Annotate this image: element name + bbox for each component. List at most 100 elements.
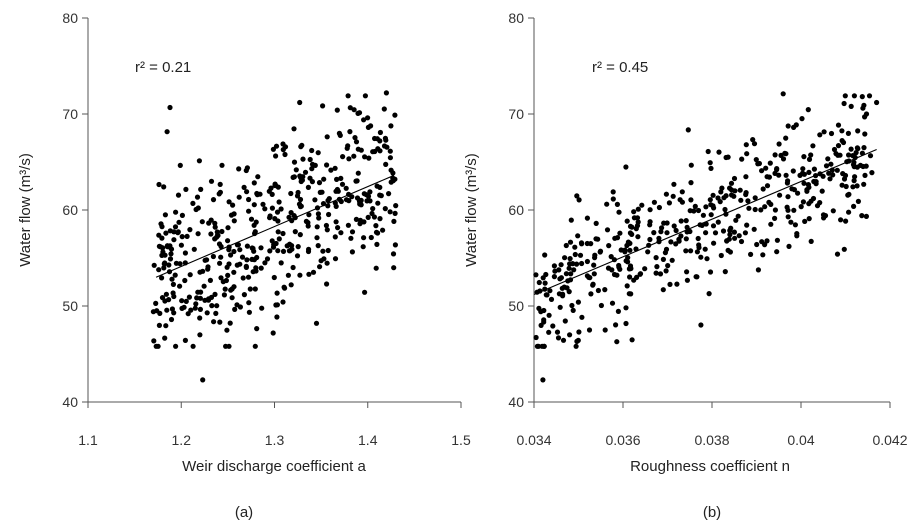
data-point [725, 247, 731, 253]
data-point [692, 203, 698, 209]
data-point [156, 267, 162, 273]
data-point [361, 191, 367, 197]
data-point [651, 199, 658, 205]
data-point [278, 260, 284, 266]
data-point [297, 232, 303, 238]
data-point [835, 122, 842, 128]
data-point [309, 147, 315, 154]
data-point [758, 207, 764, 213]
data-point [270, 330, 276, 336]
data-point [710, 203, 716, 209]
data-point [850, 184, 856, 190]
data-point [168, 251, 174, 257]
r-squared-label-a: r² = 0.21 [135, 59, 191, 76]
data-point [748, 251, 754, 257]
data-point [717, 199, 723, 205]
data-point [542, 280, 548, 286]
data-point [551, 263, 558, 269]
data-point [866, 93, 873, 99]
data-point [326, 211, 332, 218]
data-point [684, 269, 690, 275]
data-point [742, 230, 749, 236]
data-point [191, 246, 197, 252]
data-point [393, 203, 399, 209]
data-point [212, 291, 218, 297]
data-point [557, 304, 563, 310]
data-points-a [150, 90, 399, 383]
data-point [183, 298, 189, 304]
data-point [315, 243, 321, 249]
data-point [869, 170, 875, 176]
data-point [772, 215, 778, 221]
data-point [273, 302, 279, 308]
data-point [380, 227, 386, 233]
data-point [735, 213, 741, 219]
data-point [347, 129, 353, 135]
data-point [588, 241, 594, 247]
data-point [623, 320, 629, 327]
data-point [598, 302, 605, 309]
data-point [344, 145, 350, 151]
data-point [558, 262, 564, 268]
data-point [374, 136, 380, 142]
data-point [156, 243, 162, 249]
y-tick-label: 50 [508, 298, 524, 314]
data-point [743, 142, 749, 148]
data-point [743, 174, 749, 180]
data-point [183, 186, 189, 192]
data-point [624, 283, 630, 289]
data-point [204, 257, 210, 263]
data-point [354, 195, 361, 201]
data-point [615, 308, 622, 314]
data-point [555, 335, 562, 341]
data-point [584, 258, 591, 265]
data-point [842, 93, 848, 99]
data-point [584, 215, 591, 221]
data-point [669, 257, 675, 263]
data-point [236, 194, 242, 200]
data-point [290, 264, 296, 271]
data-point [563, 271, 570, 277]
data-point [163, 291, 169, 297]
data-point [634, 274, 640, 280]
data-point [253, 268, 259, 274]
data-point [554, 329, 561, 335]
data-point [838, 217, 844, 223]
fit-line-b [533, 149, 877, 295]
data-point [161, 261, 167, 267]
data-point [274, 290, 280, 296]
data-point [716, 149, 722, 155]
data-point [764, 183, 771, 189]
data-point [196, 158, 202, 164]
data-point [653, 255, 659, 261]
data-point [286, 214, 292, 220]
data-point [628, 291, 634, 297]
data-point [374, 241, 380, 247]
data-point [170, 290, 176, 296]
data-point [296, 201, 303, 207]
data-point [863, 111, 870, 117]
data-point [687, 228, 693, 235]
y-axis-label-a: Water flow (m³/s) [17, 153, 34, 267]
data-point [736, 233, 742, 239]
data-point [783, 172, 789, 178]
data-point [366, 155, 372, 161]
data-point [788, 219, 794, 225]
data-point [567, 256, 573, 262]
data-point [708, 212, 714, 218]
data-point [392, 176, 398, 182]
data-point [610, 189, 616, 195]
data-point [544, 292, 550, 298]
data-point [162, 298, 168, 304]
data-point [744, 151, 750, 157]
data-point [239, 254, 246, 260]
data-point [609, 300, 616, 306]
data-point [848, 146, 854, 152]
data-point [851, 93, 858, 99]
data-point [156, 322, 162, 328]
data-point [190, 343, 196, 349]
data-point [343, 197, 350, 203]
data-point [845, 130, 852, 136]
data-point [683, 248, 689, 254]
data-point [177, 162, 183, 168]
